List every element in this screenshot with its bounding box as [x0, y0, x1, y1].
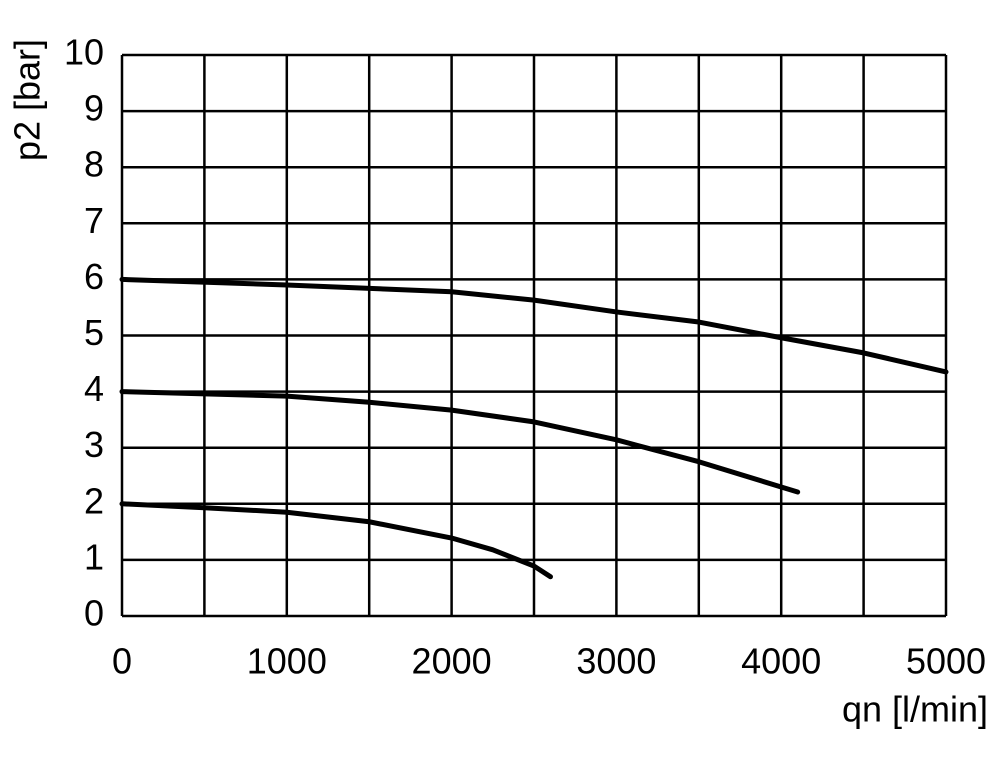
y-tick-label: 9 — [84, 88, 104, 129]
x-tick-label: 4000 — [741, 641, 821, 682]
y-tick-label: 8 — [84, 144, 104, 185]
x-axis-label: qn [l/min] — [842, 689, 988, 730]
y-tick-label: 2 — [84, 480, 104, 521]
x-tick-label: 1000 — [247, 641, 327, 682]
y-tick-label: 0 — [84, 593, 104, 634]
line-series — [119, 501, 553, 580]
y-tick-label: 1 — [84, 536, 104, 577]
y-axis-label: p2 [bar] — [7, 39, 48, 161]
y-tick-label: 7 — [84, 200, 104, 241]
x-tick-label: 2000 — [412, 641, 492, 682]
x-tick-label: 3000 — [576, 641, 656, 682]
x-tick-label: 0 — [112, 641, 132, 682]
y-tick-label: 6 — [84, 256, 104, 297]
y-tick-label: 10 — [64, 32, 104, 73]
line-series — [119, 276, 949, 375]
x-tick-label: 5000 — [906, 641, 986, 682]
y-tick-label: 3 — [84, 424, 104, 465]
line-series — [119, 389, 801, 495]
y-tick-label: 4 — [84, 368, 104, 409]
y-tick-label: 5 — [84, 312, 104, 353]
